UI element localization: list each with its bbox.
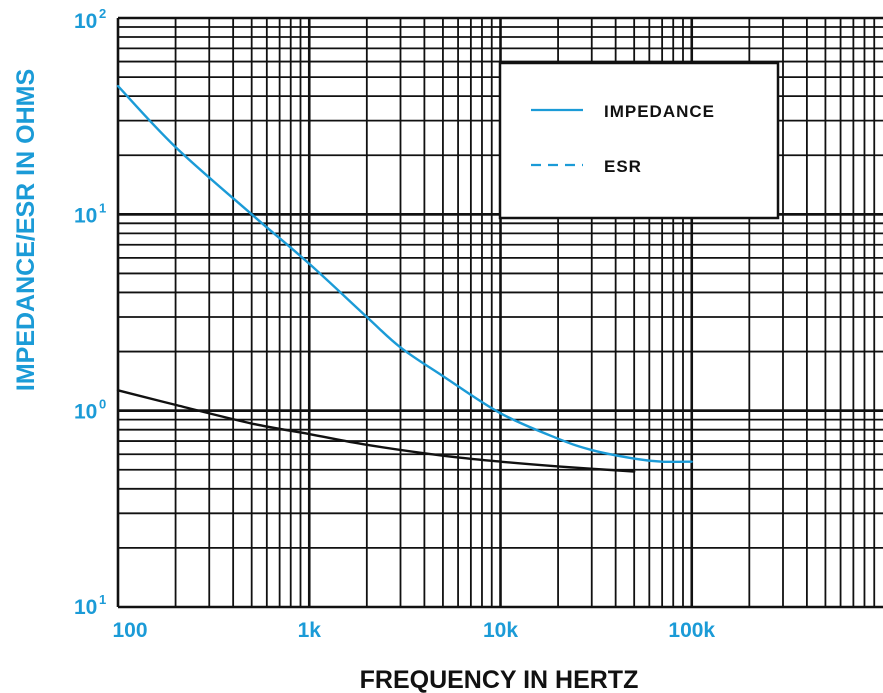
series-line-esr bbox=[116, 389, 636, 473]
y-tick-labels: 10 210 110 010 1 bbox=[74, 6, 106, 619]
legend-label-esr: ESR bbox=[604, 157, 642, 176]
x-tick-label: 100k bbox=[668, 619, 715, 642]
y-tick-exponent: 0 bbox=[99, 397, 106, 412]
y-axis-title: IMPEDANCE/ESR IN OHMS bbox=[12, 69, 40, 391]
y-tick-label: 10 bbox=[74, 10, 97, 33]
y-tick-label: 10 bbox=[74, 596, 97, 619]
legend-label-impedance: IMPEDANCE bbox=[604, 102, 715, 121]
y-tick-exponent: 2 bbox=[99, 6, 106, 21]
y-tick-label: 10 bbox=[74, 401, 97, 424]
y-tick-exponent: 1 bbox=[99, 200, 106, 215]
series-line-impedance bbox=[116, 84, 693, 464]
y-tick-label: 10 bbox=[74, 204, 97, 227]
x-axis-title: FREQUENCY IN HERTZ bbox=[360, 666, 639, 693]
x-tick-label: 1k bbox=[298, 619, 322, 642]
legend-box bbox=[498, 61, 780, 220]
chart-legend: IMPEDANCE ESR bbox=[498, 61, 780, 220]
x-tick-labels: 100 1k 10k 100k bbox=[112, 619, 715, 642]
chart-grid bbox=[116, 16, 883, 609]
x-tick-label: 10k bbox=[483, 619, 518, 642]
y-tick-exponent: 1 bbox=[99, 592, 106, 607]
x-tick-label: 100 bbox=[112, 619, 147, 642]
chart-series bbox=[116, 84, 693, 473]
